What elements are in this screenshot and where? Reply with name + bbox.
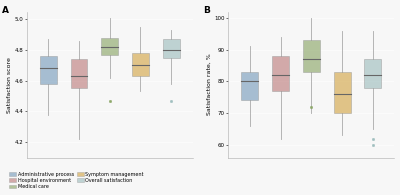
Bar (132, 53, 149, 76)
Bar (272, 56, 289, 91)
Text: B: B (204, 6, 210, 15)
Bar (364, 59, 381, 88)
Bar (40, 56, 57, 84)
Bar (334, 72, 351, 113)
Legend: Administrative process, Hospital environment, Medical care, Symptom management, : Administrative process, Hospital environ… (9, 172, 144, 189)
Bar (101, 38, 118, 55)
Y-axis label: Satisfaction rate, %: Satisfaction rate, % (207, 54, 212, 115)
Y-axis label: Satisfaction score: Satisfaction score (7, 57, 12, 113)
Bar (70, 59, 88, 88)
Bar (303, 40, 320, 72)
Text: A: A (2, 6, 9, 15)
Bar (242, 72, 258, 100)
Bar (163, 39, 180, 58)
